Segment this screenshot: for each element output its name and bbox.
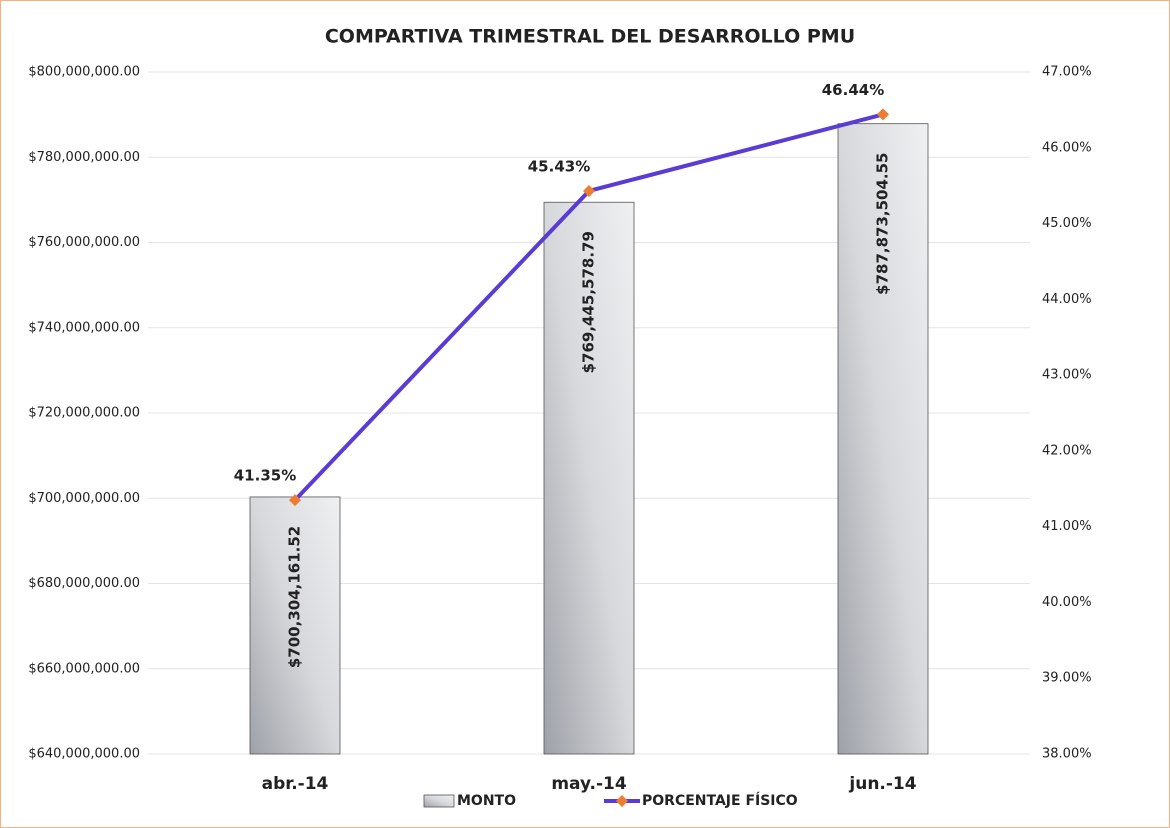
legend-swatch — [423, 794, 455, 808]
y-tick-label: $760,000,000.00 — [28, 235, 140, 250]
y2-tick-label: 46.00% — [1042, 140, 1092, 155]
y-tick-label: $740,000,000.00 — [28, 320, 140, 335]
bar — [543, 201, 635, 755]
legend-marker — [616, 795, 628, 807]
line-marker — [877, 108, 889, 121]
line-marker — [289, 494, 301, 507]
y-tick-label: $680,000,000.00 — [28, 576, 140, 591]
bar — [249, 496, 341, 755]
bar-value-label: $769,445,578.79 — [580, 231, 598, 373]
y-tick-label: $660,000,000.00 — [28, 661, 140, 676]
y-tick-label: $700,000,000.00 — [28, 491, 140, 506]
bar — [837, 123, 929, 755]
y-tick-label: $780,000,000.00 — [28, 150, 140, 165]
line-value-label: 45.43% — [528, 157, 590, 175]
x-tick-label: jun.-14 — [848, 774, 916, 794]
legend-label: MONTO — [457, 793, 516, 809]
chart-title: COMPARTIVA TRIMESTRAL DEL DESARROLLO PMU — [325, 26, 855, 48]
x-tick-label: abr.-14 — [262, 774, 329, 794]
y2-tick-label: 44.00% — [1042, 292, 1092, 307]
y2-tick-label: 42.00% — [1042, 443, 1092, 458]
line-marker — [583, 184, 595, 197]
bar-value-label: $787,873,504.55 — [874, 153, 892, 295]
y2-tick-label: 43.00% — [1042, 368, 1092, 383]
y2-tick-label: 45.00% — [1042, 216, 1092, 231]
x-tick-label: may.-14 — [551, 774, 627, 794]
y2-tick-label: 39.00% — [1042, 671, 1092, 686]
y-tick-label: $640,000,000.00 — [28, 747, 140, 762]
y2-tick-label: 47.00% — [1042, 65, 1092, 80]
line-value-label: 46.44% — [822, 81, 884, 99]
y-tick-label: $720,000,000.00 — [28, 406, 140, 421]
line-value-label: 41.35% — [234, 467, 296, 485]
legend-label: PORCENTAJE FÍSICO — [642, 792, 798, 809]
y2-tick-label: 40.00% — [1042, 595, 1092, 610]
y-tick-label: $800,000,000.00 — [28, 65, 140, 80]
y2-tick-label: 41.00% — [1042, 519, 1092, 534]
bar-value-label: $700,304,161.52 — [286, 526, 304, 668]
y2-tick-label: 38.00% — [1042, 747, 1092, 762]
